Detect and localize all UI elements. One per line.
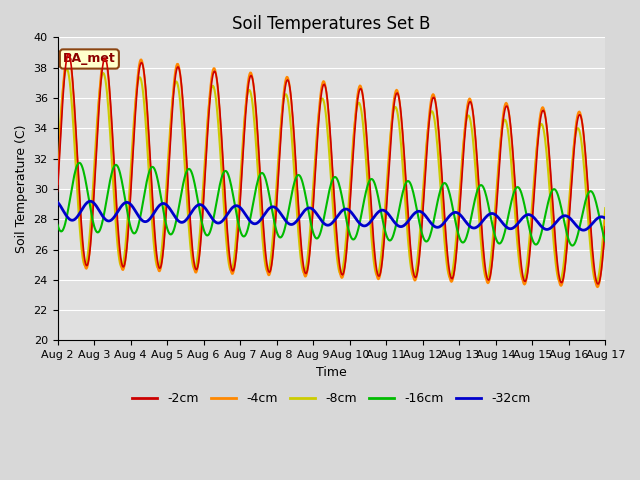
Text: BA_met: BA_met: [63, 52, 116, 65]
X-axis label: Time: Time: [316, 366, 347, 379]
Legend: -2cm, -4cm, -8cm, -16cm, -32cm: -2cm, -4cm, -8cm, -16cm, -32cm: [127, 387, 536, 410]
Title: Soil Temperatures Set B: Soil Temperatures Set B: [232, 15, 431, 33]
Y-axis label: Soil Temperature (C): Soil Temperature (C): [15, 125, 28, 253]
